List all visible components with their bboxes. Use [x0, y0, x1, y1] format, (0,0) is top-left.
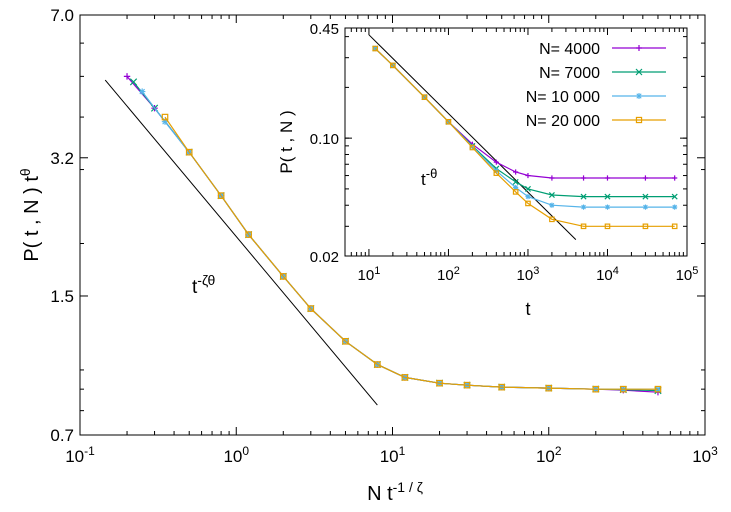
- series-1-point: [604, 175, 611, 181]
- series-4-point: [549, 216, 555, 223]
- series-4-point: [372, 45, 379, 52]
- legend-marker-1: [636, 45, 642, 51]
- series-4-point: [421, 94, 428, 100]
- x-tick-label: 104: [596, 265, 619, 284]
- series-1-point: [513, 169, 519, 175]
- series-4-point: [217, 192, 225, 199]
- series-4-point: [498, 383, 506, 391]
- x-tick-label: 101: [358, 265, 381, 284]
- inset-x-axis-label: t: [525, 299, 530, 319]
- y-tick-label: 7.0: [50, 6, 74, 25]
- series-4-point: [161, 113, 169, 121]
- main-reference-label: t-ζθ: [192, 272, 215, 298]
- x-tick-label: 10-1: [65, 444, 95, 466]
- series-4-point: [463, 381, 471, 389]
- y-tick-label: 1.5: [50, 287, 74, 306]
- x-tick-label: 101: [380, 444, 406, 466]
- y-tick-label: 0.10: [310, 131, 339, 148]
- series-2-point: [512, 178, 519, 185]
- series-4-point: [642, 223, 649, 230]
- series-1-point: [549, 175, 555, 181]
- series-4-point: [445, 118, 452, 125]
- series-4-point: [671, 223, 678, 230]
- legend-label-4: N= 20 000: [526, 113, 600, 130]
- main-axis-ticks: 10-1 100 101 102 103 0.7 1.5 3.2 7.0: [50, 6, 718, 466]
- x-tick-label: 102: [437, 265, 460, 284]
- legend-label-1: N= 4000: [539, 41, 600, 58]
- series-3-point: [642, 204, 649, 210]
- inset-axis-ticks: 101 102 103 104 105 0.02 0.10 0.45: [310, 21, 699, 284]
- series-4-point: [390, 62, 396, 69]
- x-tick-label: 102: [536, 444, 562, 466]
- series-2-point: [671, 193, 678, 200]
- series-2-point: [642, 193, 649, 200]
- series-2-point: [129, 78, 138, 86]
- inset-reference-label: t-θ: [421, 166, 437, 190]
- series-1-point: [525, 172, 531, 179]
- reference-line: [368, 34, 577, 241]
- series-3-point: [161, 118, 169, 125]
- series-4-point: [307, 305, 315, 312]
- series-4-point: [525, 200, 531, 207]
- y-tick-label: 3.2: [50, 149, 74, 168]
- main-x-axis-label: N t-1 / ζ: [367, 479, 423, 505]
- series-4-point: [279, 273, 287, 280]
- series-4-point: [545, 384, 553, 392]
- reference-line: [104, 79, 378, 406]
- series-4-point: [604, 223, 611, 230]
- series-3-point: [525, 194, 531, 200]
- series-4-point: [654, 385, 662, 393]
- y-tick-label: 0.45: [310, 21, 339, 38]
- legend-marker-4: [635, 116, 643, 124]
- legend-label-3: N= 10 000: [526, 89, 600, 106]
- series-2-point: [580, 193, 587, 200]
- x-tick-label: 103: [692, 444, 718, 466]
- series-3-point: [138, 88, 146, 95]
- y-tick-label: 0.02: [310, 249, 339, 266]
- series-1-point: [493, 159, 499, 165]
- series-4-point: [512, 189, 519, 195]
- x-tick-label: 103: [517, 265, 540, 284]
- series-3-point: [672, 204, 678, 210]
- series-line-4: [374, 48, 675, 227]
- inset-y-axis-label: P( t , N ): [277, 110, 296, 173]
- series-1-point: [642, 175, 649, 181]
- series-3-point: [580, 204, 587, 210]
- legend-label-2: N= 7000: [539, 65, 600, 82]
- series-3-point: [549, 202, 555, 208]
- series-2-point: [524, 185, 531, 192]
- inset-plot-marks: [368, 34, 678, 241]
- legend-marker-2: [635, 68, 643, 76]
- series-4-point: [245, 231, 252, 238]
- legend-marker-3: [636, 93, 642, 99]
- y-tick-label: 0.7: [50, 426, 74, 445]
- series-3-point: [513, 184, 519, 191]
- series-line-4: [164, 116, 658, 390]
- series-3-point: [604, 204, 611, 210]
- main-plot-marks: [104, 73, 662, 406]
- series-1-point: [672, 175, 678, 181]
- series-1-point: [123, 73, 131, 80]
- series-4-point: [619, 385, 627, 393]
- x-tick-label: 100: [223, 444, 249, 466]
- inset-legend: N= 4000 N= 7000 N= 10 000 N= 20 000: [526, 41, 666, 130]
- series-2-point: [548, 191, 555, 199]
- series-4-point: [342, 337, 349, 345]
- series-4-point: [401, 374, 409, 381]
- main-y-axis-label: P( t , N ) tθ: [17, 168, 43, 262]
- series-4-point: [436, 379, 443, 387]
- series-4-point: [493, 170, 500, 176]
- series-4-point: [374, 361, 381, 368]
- x-tick-label: 105: [676, 265, 699, 284]
- series-1-point: [580, 175, 587, 181]
- series-2-point: [604, 193, 611, 200]
- series-4-point: [580, 223, 587, 230]
- series-4-point: [592, 385, 600, 393]
- series-4-point: [469, 144, 476, 151]
- series-4-point: [185, 148, 193, 156]
